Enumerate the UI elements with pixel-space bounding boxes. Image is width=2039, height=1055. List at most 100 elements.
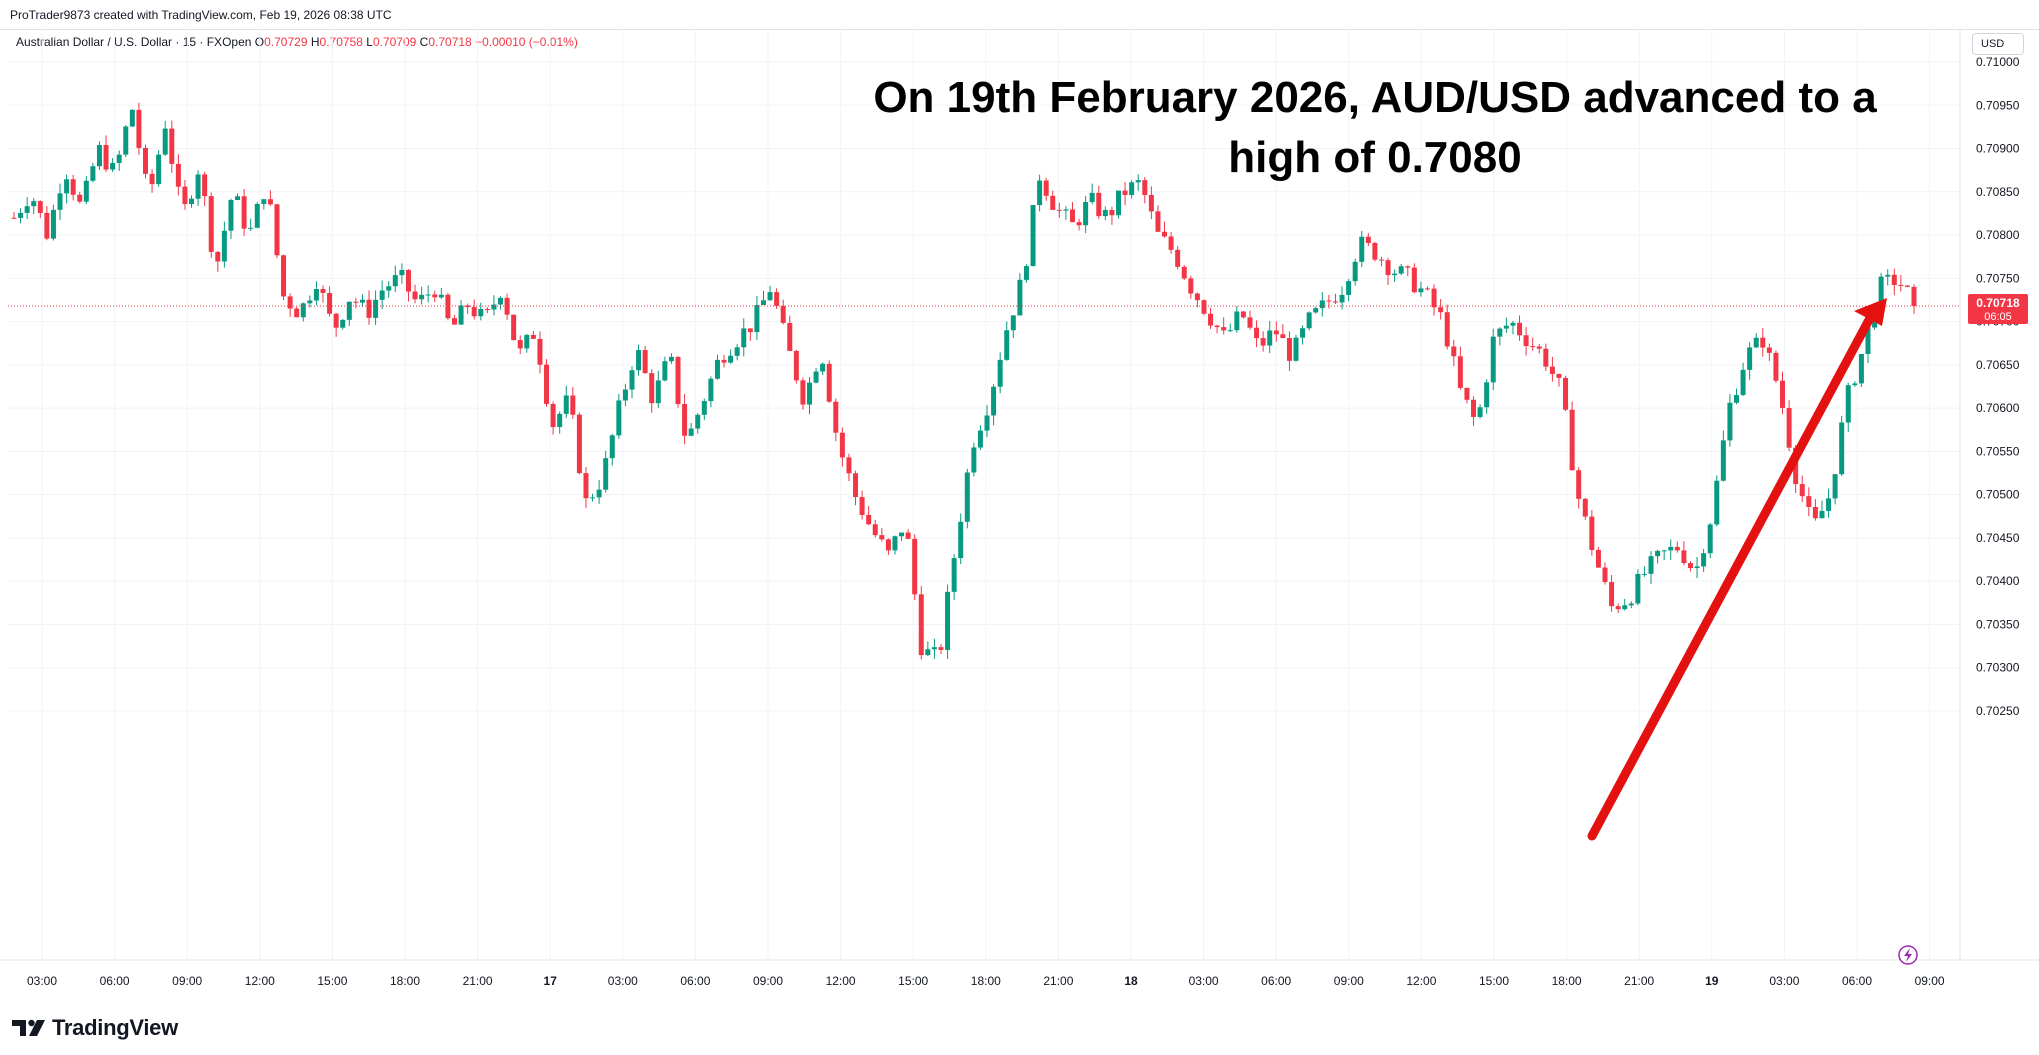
candle [1155, 205, 1161, 233]
candle [1681, 541, 1687, 566]
candle [622, 383, 628, 407]
candle [1076, 218, 1082, 231]
candle [826, 360, 832, 403]
candle [241, 188, 247, 236]
candle [1201, 299, 1207, 316]
candle [1826, 488, 1832, 518]
candle [1188, 275, 1194, 299]
candle [1017, 273, 1023, 316]
candle [1300, 325, 1306, 345]
candle [649, 369, 655, 413]
candle [1530, 337, 1536, 351]
candle [175, 154, 181, 196]
candle [1069, 202, 1075, 223]
candle [872, 519, 878, 538]
x-tick-label: 12:00 [245, 974, 275, 988]
candle [1477, 404, 1483, 419]
candle [1812, 498, 1818, 521]
candle [609, 433, 615, 466]
candle [1733, 388, 1739, 405]
candle [156, 150, 162, 187]
candle [215, 250, 221, 272]
candle [1162, 221, 1168, 238]
candle [1536, 343, 1542, 354]
candle [596, 480, 602, 504]
annotation-title-line-1: On 19th February 2026, AUD/USD advanced … [873, 73, 1877, 122]
candle [235, 193, 241, 201]
candle [1339, 286, 1345, 310]
candle [465, 303, 471, 314]
candle [1056, 202, 1062, 218]
candle [616, 394, 622, 439]
candle [1247, 310, 1253, 330]
x-tick-label: 09:00 [753, 974, 783, 988]
tradingview-logo[interactable]: TradingView [12, 1015, 178, 1041]
candle [1865, 327, 1871, 364]
y-tick-label: 0.70550 [1976, 444, 2020, 458]
currency-button[interactable]: USD [1972, 33, 2024, 55]
candle [1227, 323, 1233, 332]
candle [471, 299, 477, 320]
price-chart[interactable]: 0.71000 0.70950 0.70900 0.70850 0.70800 0.707… [0, 0, 2039, 1010]
symbol-legend[interactable]: Australian Dollar / U.S. Dollar · 15 · F… [16, 35, 578, 49]
candle [1089, 183, 1095, 205]
candle [997, 352, 1003, 394]
candle [682, 393, 688, 445]
candle [1411, 263, 1417, 294]
candle [1142, 177, 1148, 204]
candle [1589, 510, 1595, 556]
x-tick-label: 06:00 [1842, 974, 1872, 988]
candle [1457, 346, 1463, 390]
y-tick-label: 0.70300 [1976, 661, 2020, 675]
candle [320, 285, 326, 303]
candle [537, 331, 543, 374]
candle [1832, 474, 1838, 505]
candle [859, 490, 865, 520]
candle [544, 359, 550, 407]
candle [1208, 307, 1214, 329]
candle [1595, 547, 1601, 569]
candle [1464, 387, 1470, 404]
candle [813, 367, 819, 384]
y-tick-label: 0.70350 [1976, 617, 2020, 631]
candle [971, 442, 977, 477]
open-value: 0.70729 [264, 35, 308, 49]
candle [951, 554, 957, 601]
logo-text: TradingView [52, 1015, 178, 1040]
candle [642, 346, 648, 375]
candle [1372, 241, 1378, 262]
candle [958, 513, 964, 565]
candle [1214, 324, 1220, 334]
candle [96, 141, 102, 170]
candle [228, 198, 234, 239]
candle [747, 328, 753, 341]
candle [1438, 299, 1444, 320]
candle [780, 299, 786, 325]
candle [833, 398, 839, 442]
symbol-name[interactable]: Australian Dollar / U.S. Dollar · 15 · F… [16, 35, 252, 49]
candle [662, 356, 668, 382]
candle [274, 203, 280, 259]
candle [1378, 256, 1384, 267]
candle [1096, 185, 1102, 220]
candle [1569, 401, 1575, 471]
candle [103, 135, 109, 173]
lightning-icon[interactable] [1898, 945, 1918, 965]
candle [1622, 598, 1628, 611]
candle [945, 584, 951, 659]
candle [1753, 333, 1759, 349]
x-tick-label: 15:00 [317, 974, 347, 988]
y-tick-label: 0.70450 [1976, 531, 2020, 545]
candle [1037, 174, 1043, 212]
candle [208, 192, 214, 258]
low-label: L [366, 35, 373, 49]
candle [938, 644, 944, 654]
y-tick-label: 0.70500 [1976, 488, 2020, 502]
candle [1471, 396, 1477, 426]
candle [412, 284, 418, 304]
candle [202, 171, 208, 207]
candle [793, 349, 799, 384]
candle [800, 377, 806, 410]
x-tick-label: 06:00 [1261, 974, 1291, 988]
candle [149, 169, 155, 193]
